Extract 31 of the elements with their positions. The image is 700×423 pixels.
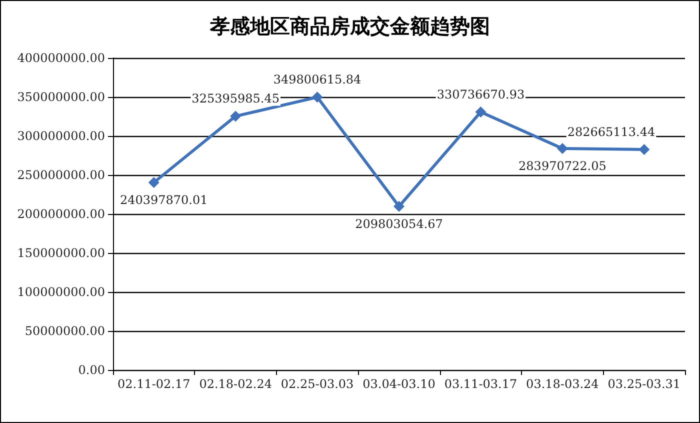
data-label: 325395985.45: [192, 92, 280, 106]
point: [312, 92, 323, 103]
data-label: 349800615.84: [273, 72, 362, 87]
x-tick-label: 03.11-03.17: [444, 377, 518, 391]
y-tick-label: 50000000.00: [24, 324, 105, 338]
y-tick-label: 400000000.00: [17, 51, 105, 65]
point: [394, 200, 404, 212]
y-tick-label: 200000000.00: [17, 207, 105, 221]
x-tick-label: 03.04-03.10: [362, 377, 436, 391]
y-tick-label: 0.00: [78, 363, 105, 377]
data-label: 209803054.67: [355, 216, 443, 231]
x-tick-label: 02.25-03.03: [280, 377, 354, 391]
point: [230, 110, 242, 122]
y-tick-label: 300000000.00: [17, 129, 105, 143]
data-label: 282665113.44: [567, 125, 656, 140]
point: [148, 176, 160, 188]
chart-title: 孝感地区商品房成交金额趋势图: [209, 14, 490, 38]
y-tick-label: 150000000.00: [17, 246, 105, 260]
y-tick-label: 250000000.00: [17, 168, 105, 182]
data-label: 283970722.05: [518, 159, 606, 174]
y-tick-label: 350000000.00: [17, 90, 105, 104]
y-tick-label: 100000000.00: [17, 285, 105, 299]
data-label: 330736670.93: [436, 88, 525, 102]
x-tick-label: 02.11-02.17: [117, 377, 190, 391]
point: [475, 106, 486, 118]
data-label: 240397870.01: [120, 192, 208, 207]
x-tick-label: 02.18-02.24: [199, 377, 272, 391]
point: [638, 144, 650, 156]
x-tick-label: 03.18-03.24: [526, 377, 600, 391]
x-tick-label: 03.25-03.31: [608, 377, 681, 391]
point: [556, 143, 568, 154]
